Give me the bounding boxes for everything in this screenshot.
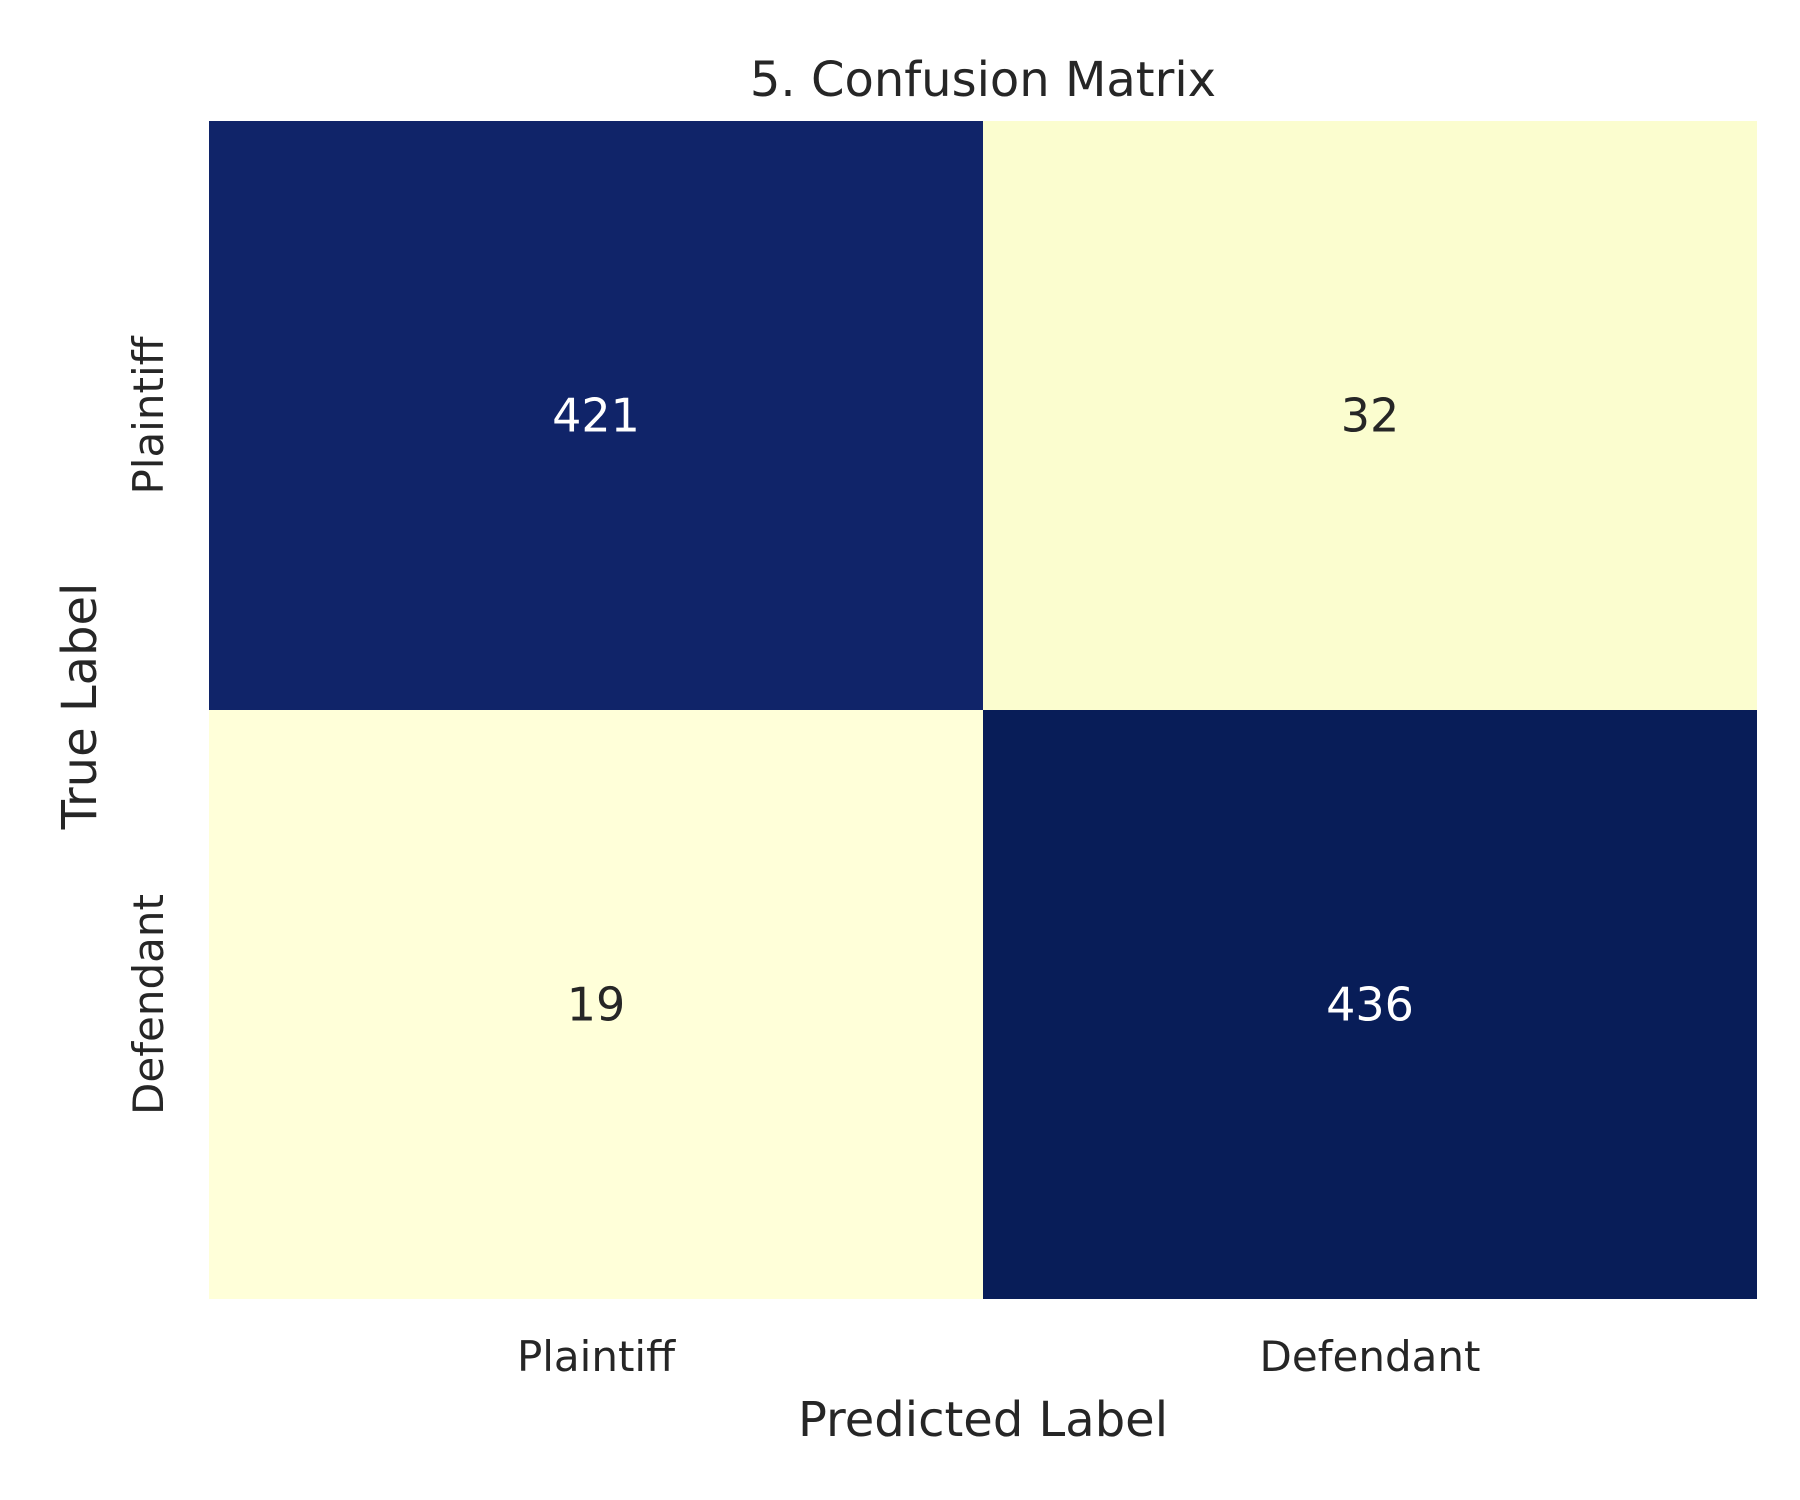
y-tick-label-0: Plaintiff <box>124 335 173 494</box>
heatmap-cells: 421 32 19 436 <box>209 121 1757 1299</box>
cell-value-label-1-1: 436 <box>1326 978 1414 1032</box>
cell-value-label-1-0: 19 <box>567 978 626 1032</box>
x-tick-label-0: Plaintiff <box>517 1332 676 1381</box>
heatmap-cell-0-0 <box>209 121 983 710</box>
x-tick-labels: Plaintiff Defendant <box>517 1332 1481 1381</box>
x-axis-title: Predicted Label <box>798 1392 1168 1448</box>
cell-value-label-0-0: 421 <box>552 389 640 443</box>
y-tick-labels: Plaintiff Defendant <box>124 335 173 1115</box>
y-axis-title: True Label <box>52 583 108 831</box>
cell-value-label-0-1: 32 <box>1341 389 1400 443</box>
heatmap-cell-0-1 <box>983 121 1757 710</box>
heatmap-cell-1-0 <box>209 710 983 1299</box>
y-tick-label-1: Defendant <box>124 894 173 1115</box>
x-tick-label-1: Defendant <box>1260 1332 1481 1381</box>
heatmap-cell-1-1 <box>983 710 1757 1299</box>
chart-title: 5. Confusion Matrix <box>750 52 1216 108</box>
